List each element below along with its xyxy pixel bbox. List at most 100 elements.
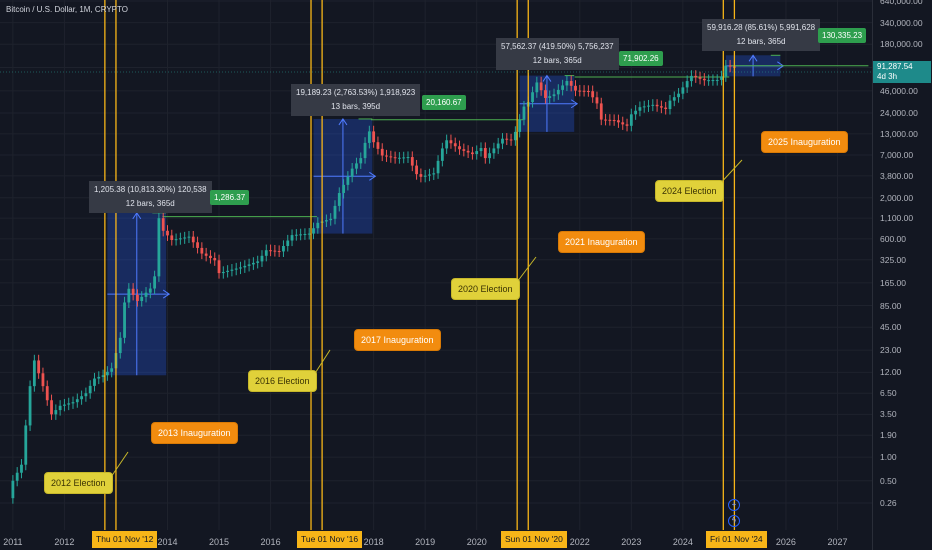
candle-body	[127, 288, 131, 303]
candle-body	[578, 90, 582, 92]
inauguration-callout-2025[interactable]: 2025 Inauguration	[761, 131, 848, 153]
candle-body	[707, 80, 711, 82]
candle-body	[45, 386, 49, 401]
candle-body	[131, 288, 135, 295]
lightning-icon[interactable]: ϟ	[728, 515, 740, 527]
price-tick-label: 24,000.00	[880, 108, 918, 118]
candle-body	[286, 240, 290, 246]
candle-body	[410, 157, 414, 166]
candle-body	[209, 255, 212, 259]
candle-body	[166, 230, 169, 236]
candle-body	[544, 90, 547, 98]
candle-body	[586, 90, 590, 92]
price-tick-label: 85.00	[880, 300, 902, 311]
measure-box-2021[interactable]: 57,562.37 (419.50%) 5,756,237 12 bars, 3…	[496, 38, 619, 70]
price-tick-label: 0.26	[880, 498, 897, 509]
time-tick-label: 2016	[260, 537, 281, 547]
inauguration-callout-2013[interactable]: 2013 Inauguration	[151, 422, 238, 444]
candle-body	[346, 176, 350, 185]
measure-arrow-head	[369, 171, 377, 181]
measure-line1: 1,205.38 (10,813.30%) 120,538	[94, 185, 207, 194]
inauguration-callout-2017[interactable]: 2017 Inauguration	[354, 329, 441, 351]
candle-body	[501, 138, 504, 144]
date-marker-2012: Thu 01 Nov '12	[92, 531, 158, 548]
candle-body	[363, 142, 367, 159]
candle-body	[75, 399, 79, 403]
candle-body	[556, 89, 560, 95]
date-marker-2016: Tue 01 Nov '16	[297, 531, 363, 548]
candle-body	[458, 146, 461, 150]
election-callout-2012[interactable]: 2012 Election	[44, 472, 113, 494]
target-badge-2025: 130,335.23	[818, 28, 867, 43]
measure-arrow-head	[748, 54, 758, 62]
candle-body	[54, 410, 58, 415]
candle-body	[277, 251, 281, 253]
candle-body	[140, 296, 144, 302]
candle-body	[324, 220, 328, 222]
price-tick-label: 1.90	[880, 430, 897, 441]
candle-body	[359, 158, 363, 164]
measure-box-2017[interactable]: 19,189.23 (2,763.53%) 1,918,923 13 bars,…	[291, 84, 421, 116]
candle-body	[522, 106, 526, 120]
measure-arrow-head	[570, 99, 579, 109]
measure-line1: 57,562.37 (419.50%) 5,756,237	[501, 42, 614, 51]
candle-body	[604, 119, 607, 121]
candle-body	[513, 131, 517, 141]
candle-body	[509, 139, 513, 141]
candle-body	[264, 250, 268, 256]
time-tick-label: 2019	[415, 537, 436, 547]
election-callout-2024[interactable]: 2024 Election	[655, 180, 724, 202]
candle-body	[273, 250, 277, 252]
candle-body	[239, 267, 242, 269]
measure-box-2025[interactable]: 59,916.28 (85.61%) 5,991,628 12 bars, 36…	[702, 19, 821, 51]
price-tick-label: 2,000.00	[880, 192, 914, 203]
candle-body	[402, 157, 406, 159]
candle-body	[28, 386, 32, 426]
candle-body	[80, 396, 83, 400]
candle-body	[659, 106, 663, 108]
election-callout-2016[interactable]: 2016 Election	[248, 370, 317, 392]
candle-body	[621, 122, 625, 125]
time-tick-label: 2018	[363, 537, 384, 547]
candle-body	[71, 402, 75, 404]
candle-body	[247, 264, 251, 266]
candle-body	[715, 79, 719, 81]
candle-body	[234, 268, 238, 270]
measure-line2: 12 bars, 365d	[532, 56, 582, 65]
candle-body	[88, 385, 92, 394]
candle-body	[93, 378, 96, 386]
inauguration-callout-2021[interactable]: 2021 Inauguration	[558, 231, 645, 253]
candle-body	[599, 103, 603, 120]
time-tick-label: 2012	[54, 537, 75, 547]
candle-body	[213, 258, 217, 261]
candle-body	[20, 464, 23, 473]
measure-box-2013[interactable]: 1,205.38 (10,813.30%) 120,538 12 bars, 3…	[89, 181, 212, 213]
candle-body	[307, 233, 311, 235]
candle-body	[367, 131, 371, 143]
measure-line2: 13 bars, 395d	[331, 102, 381, 111]
candle-body	[290, 235, 294, 241]
price-tick-label: 45.00	[880, 322, 902, 333]
candle-body	[196, 242, 199, 248]
candle-body	[230, 269, 234, 271]
candle-body	[591, 91, 595, 98]
candle-body	[178, 238, 182, 240]
election-callout-2020[interactable]: 2020 Election	[451, 278, 520, 300]
candle-body	[608, 119, 612, 121]
candle-body	[415, 165, 418, 175]
candle-body	[518, 119, 522, 132]
candle-body	[251, 262, 255, 265]
candle-body	[243, 265, 247, 268]
add-icon[interactable]: +	[728, 499, 740, 511]
candle-body	[711, 80, 715, 82]
candle-body	[582, 90, 586, 92]
candle-body	[389, 156, 393, 158]
candle-body	[312, 228, 315, 234]
candle-body	[651, 104, 655, 106]
candle-body	[50, 400, 53, 415]
candle-body	[698, 77, 702, 79]
price-axis[interactable]	[872, 0, 932, 550]
candle-body	[483, 148, 487, 159]
candle-body	[256, 261, 260, 263]
